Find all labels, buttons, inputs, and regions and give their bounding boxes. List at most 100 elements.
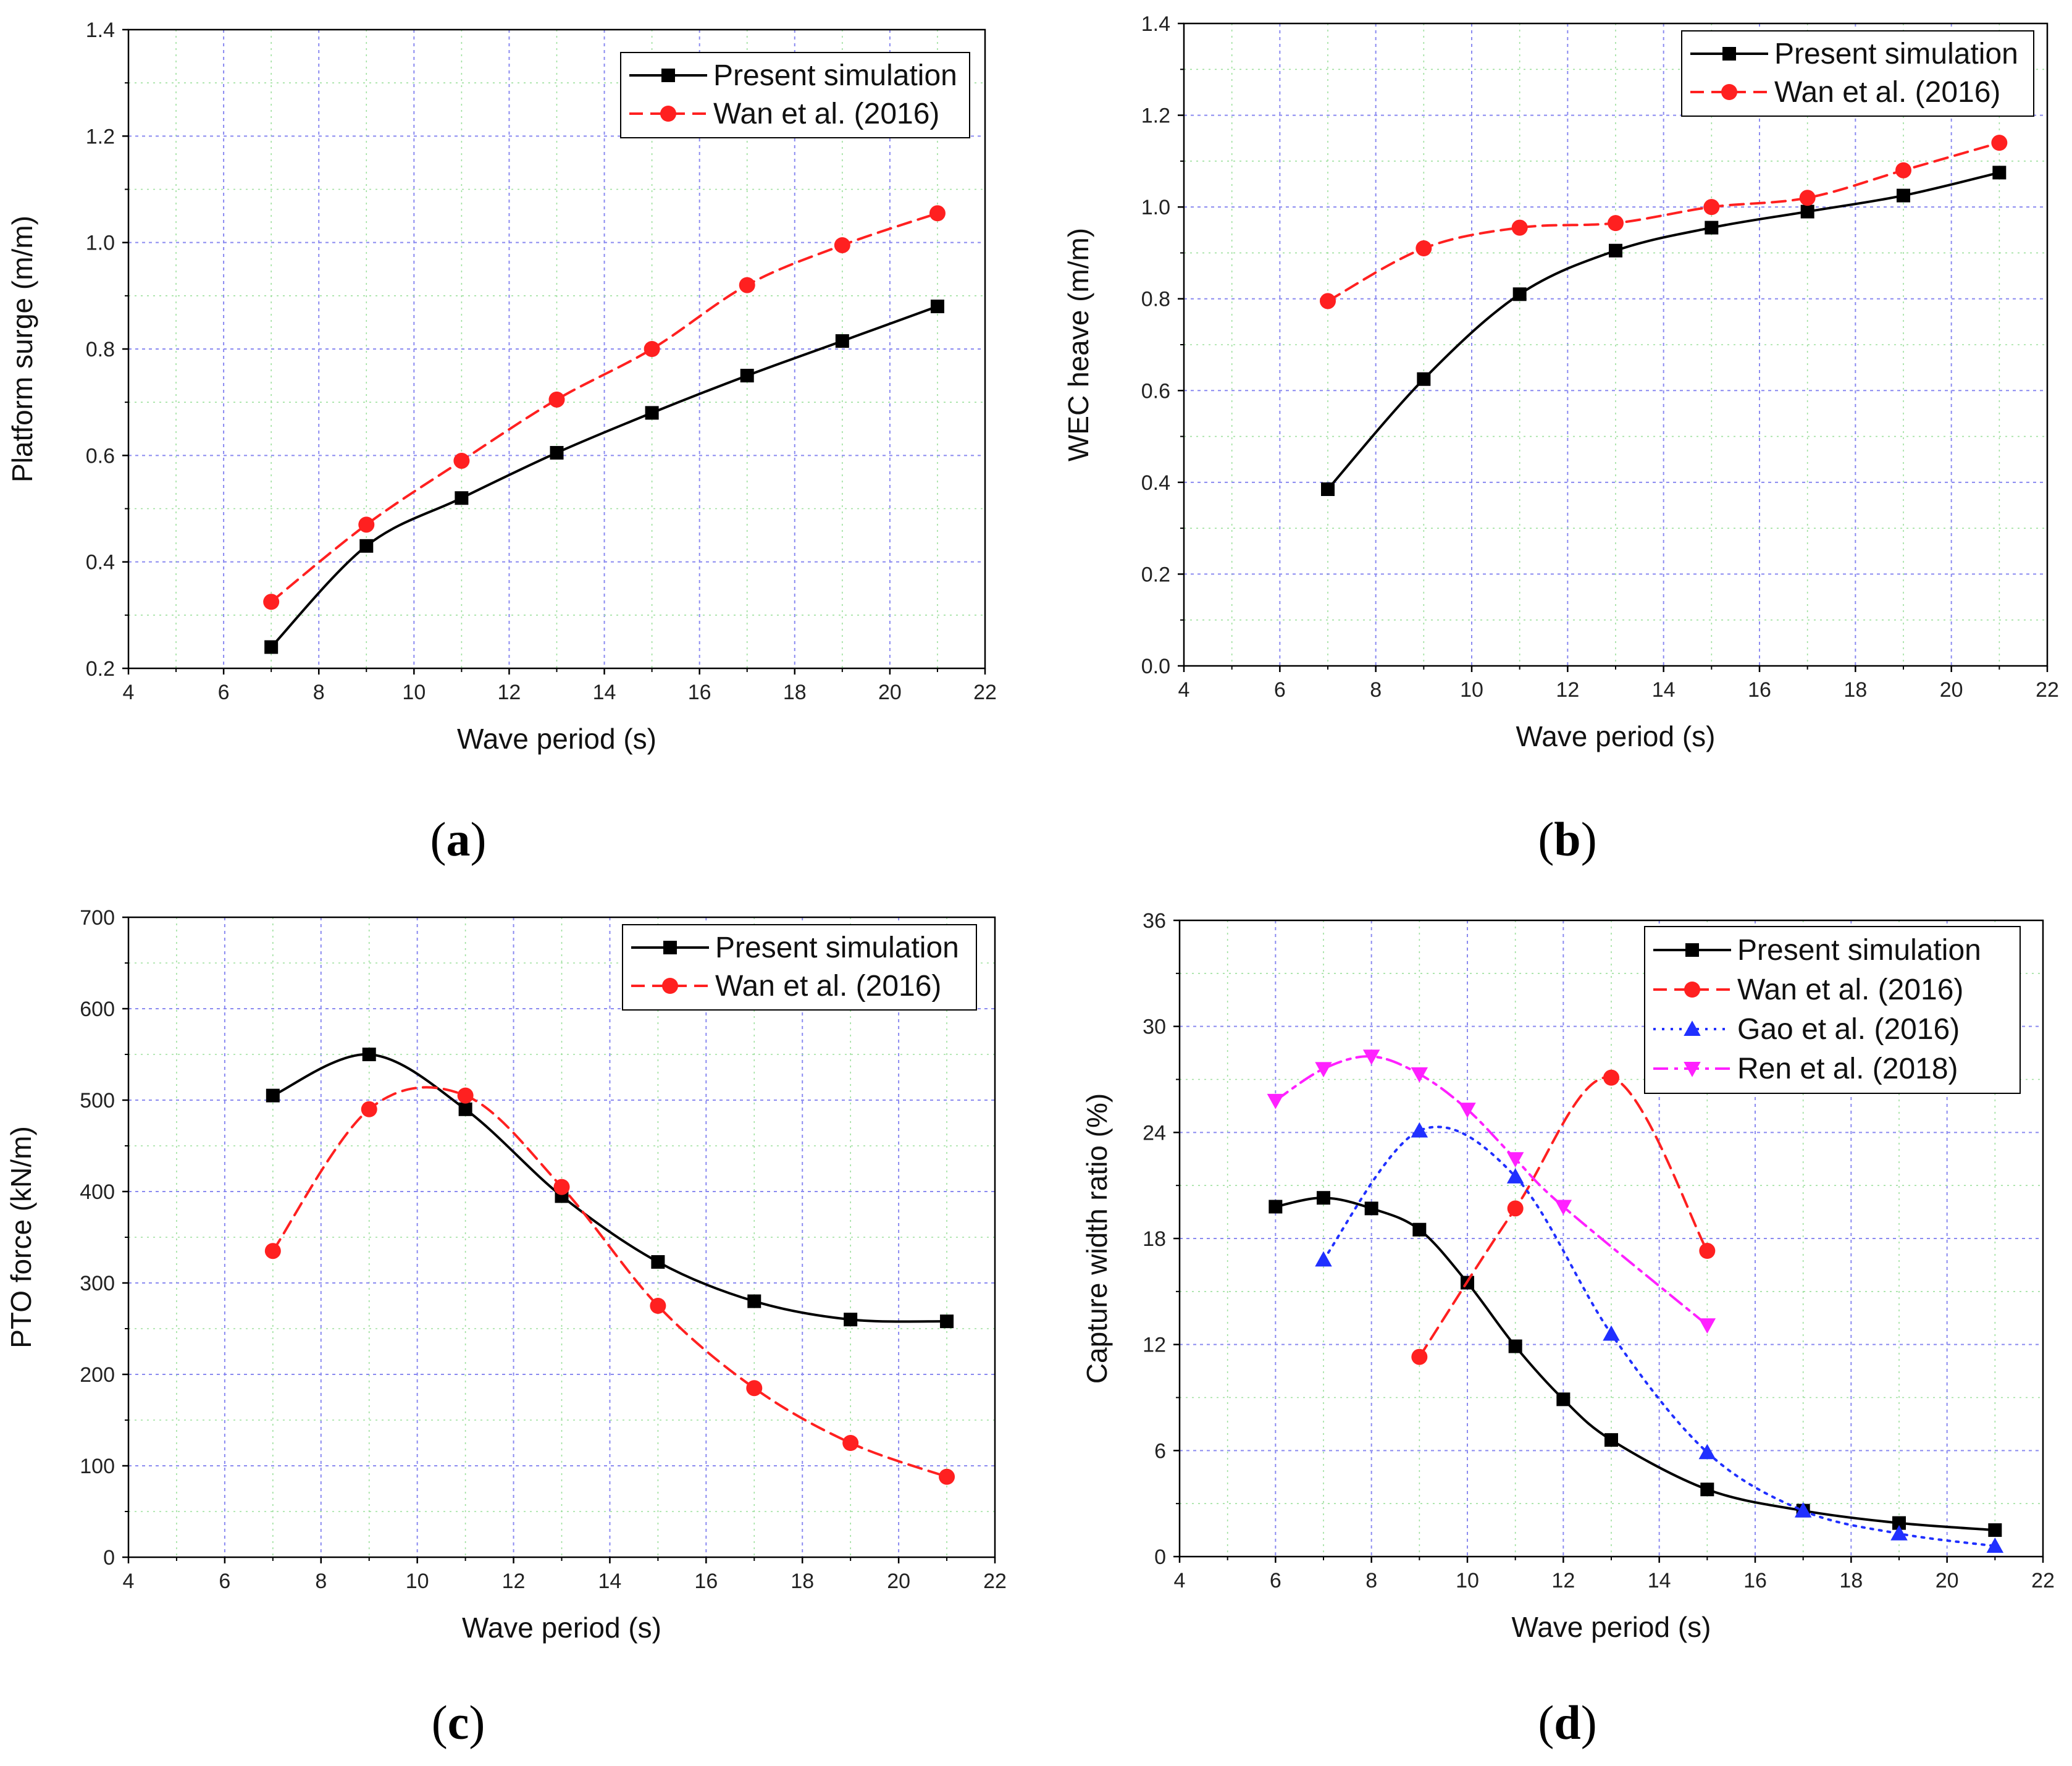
legend-label: Present simulation (713, 59, 957, 92)
data-point (844, 1313, 858, 1327)
y-tick-label: 0 (103, 1546, 115, 1570)
y-tick-label: 0.6 (86, 444, 115, 468)
y-tick-label: 1.4 (86, 19, 115, 42)
legend-marker (1685, 943, 1699, 957)
x-tick-label: 20 (887, 1570, 910, 1593)
x-tick-label: 6 (218, 681, 230, 704)
data-point (1508, 1339, 1522, 1353)
x-tick-label: 16 (1748, 678, 1771, 702)
x-tick-label: 12 (498, 681, 521, 704)
data-point (1703, 199, 1720, 216)
y-tick-label: 36 (1143, 909, 1166, 933)
y-tick-label: 12 (1143, 1334, 1166, 1357)
legend-marker (662, 978, 678, 994)
legend-marker (661, 69, 675, 82)
x-axis-title: Wave period (s) (1512, 1611, 1711, 1643)
y-tick-label: 0.6 (1141, 379, 1170, 403)
data-point (1603, 1069, 1619, 1086)
data-point (264, 1243, 281, 1259)
x-tick-label: 8 (1370, 678, 1382, 702)
data-point (1512, 287, 1527, 301)
x-tick-label: 12 (1556, 678, 1579, 702)
x-tick-label: 6 (219, 1570, 230, 1593)
x-tick-label: 18 (783, 681, 807, 704)
x-tick-label: 4 (123, 681, 135, 704)
data-point (1269, 1200, 1283, 1214)
data-point (358, 516, 375, 533)
data-point (1897, 188, 1910, 203)
series-0 (266, 1048, 954, 1329)
x-axis-title: Wave period (s) (1516, 720, 1716, 752)
data-point (929, 205, 946, 222)
series-line (1322, 1125, 1997, 1547)
data-point (457, 1087, 474, 1104)
data-point (650, 1298, 666, 1314)
data-point (1699, 1243, 1716, 1259)
data-point (1799, 190, 1816, 206)
legend: Present simulation Wan et al. (2016) (1681, 30, 2034, 117)
data-point (1992, 166, 2007, 180)
data-point (1321, 482, 1335, 496)
x-tick-label: 10 (406, 1570, 429, 1593)
x-tick-label: 4 (1174, 1569, 1186, 1592)
x-tick-label: 14 (1652, 678, 1676, 702)
panel-caption: (a) (430, 812, 487, 866)
y-tick-label: 6 (1154, 1439, 1166, 1463)
legend-label: Present simulation (715, 931, 959, 964)
x-tick-label: 18 (791, 1570, 814, 1593)
x-tick-label: 6 (1270, 1569, 1281, 1592)
data-point (747, 1294, 761, 1308)
panel-caption: (c) (432, 1696, 485, 1749)
data-point (835, 334, 849, 348)
y-tick-label: 0.0 (1141, 655, 1170, 678)
series-1 (1411, 1069, 1716, 1365)
chart-panel-a: 4 6 8 10 12 14 16 18 20 22 0.2 0.4 0.6 0.8 1.0 1.2 1.4 Wa… (6, 19, 997, 866)
data-point (1556, 1392, 1571, 1406)
chart-panel-c: 4 6 8 10 12 14 16 18 20 22 0 100 200 300 400 500 600 700 W… (5, 906, 1007, 1749)
y-tick-label: 0.4 (1141, 471, 1170, 495)
data-point (930, 300, 944, 314)
x-tick-label: 22 (2031, 1569, 2055, 1592)
series-line (1418, 1076, 1709, 1358)
x-tick-label: 12 (1551, 1569, 1575, 1592)
data-point (1698, 1318, 1716, 1334)
y-tick-label: 100 (80, 1455, 115, 1478)
legend-label: Wan et al. (2016) (1737, 973, 1963, 1006)
y-tick-label: 30 (1143, 1015, 1166, 1039)
x-tick-label: 20 (1936, 1569, 1959, 1592)
panel-caption: (b) (1538, 812, 1596, 866)
y-axis-title: WEC heave (m/m) (1062, 228, 1094, 461)
x-tick-label: 20 (1940, 678, 1963, 702)
data-point (550, 446, 564, 460)
data-point (1608, 215, 1624, 232)
y-tick-label: 500 (80, 1089, 115, 1112)
legend-marker (1684, 1020, 1701, 1036)
data-point (1411, 1348, 1428, 1365)
data-point (1892, 1516, 1906, 1530)
legend-marker (1684, 982, 1700, 998)
y-tick-label: 18 (1143, 1227, 1166, 1251)
y-tick-label: 1.0 (1141, 196, 1170, 219)
y-axis-title: Platform surge (m/m) (6, 216, 38, 482)
y-tick-label: 1.0 (86, 232, 115, 255)
series-0 (1321, 166, 2007, 496)
x-tick-label: 16 (1743, 1569, 1767, 1592)
legend-label: Ren et al. (2018) (1737, 1053, 1958, 1085)
data-point (1890, 1525, 1908, 1541)
legend-label: Wan et al. (2016) (713, 98, 939, 130)
data-point (940, 1314, 954, 1329)
data-point (359, 539, 374, 553)
data-point (939, 1468, 955, 1485)
y-tick-label: 1.4 (1141, 12, 1170, 36)
y-tick-label: 200 (80, 1363, 115, 1387)
legend-label: Wan et al. (2016) (1774, 76, 2000, 109)
x-tick-label: 4 (1178, 678, 1190, 702)
legend-marker (1722, 47, 1736, 61)
x-tick-label: 20 (878, 681, 902, 704)
x-tick-label: 4 (123, 1570, 135, 1593)
x-tick-label: 14 (598, 1570, 622, 1593)
y-tick-label: 400 (80, 1180, 115, 1204)
data-point (455, 491, 469, 505)
series-1 (263, 205, 946, 610)
